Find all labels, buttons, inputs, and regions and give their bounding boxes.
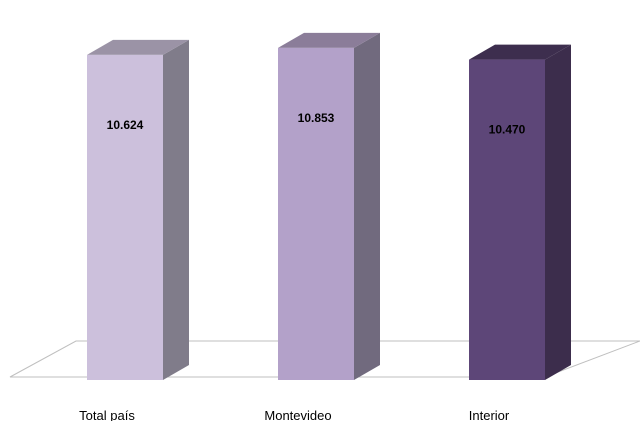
chart-floor	[9, 340, 640, 378]
bar-front-3	[469, 59, 545, 380]
data-label-1: 10.624	[107, 118, 144, 132]
bar-top-3	[469, 44, 571, 60]
labels-layer: 10.624 Total país 10.853 Montevideo 10.470 In…	[79, 111, 526, 421]
bar-3	[469, 44, 571, 380]
bar-side-2	[354, 32, 380, 380]
bar-1	[87, 39, 189, 381]
bar-top-2	[278, 32, 380, 48]
data-label-3: 10.470	[489, 123, 526, 137]
category-label-3: Interior	[469, 408, 510, 421]
category-label-1: Total país	[79, 408, 135, 421]
bar-side-3	[545, 44, 571, 380]
data-label-2: 10.853	[298, 111, 335, 125]
bar-front-1	[87, 54, 163, 381]
bars-layer	[87, 32, 571, 381]
bar-front-2	[278, 47, 354, 380]
bar-top-1	[87, 39, 189, 55]
category-label-2: Montevideo	[264, 408, 331, 421]
bar-side-1	[163, 39, 189, 381]
bar-2	[278, 32, 380, 380]
